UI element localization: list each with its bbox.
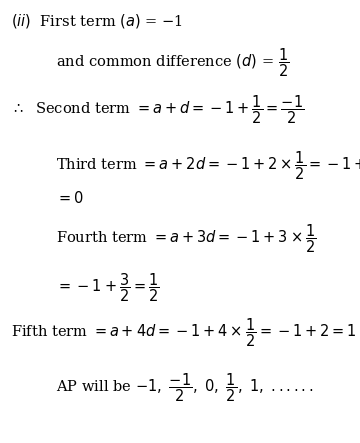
Text: Fourth term $= a + 3d = -1 + 3 \times \dfrac{1}{2}$: Fourth term $= a + 3d = -1 + 3 \times \d… <box>56 223 316 255</box>
Text: Third term $= a + 2d = -1 + 2 \times \dfrac{1}{2} = -1 + 1$: Third term $= a + 2d = -1 + 2 \times \df… <box>56 149 360 182</box>
Text: and common difference $(d)$ = $\dfrac{1}{2}$: and common difference $(d)$ = $\dfrac{1}… <box>56 47 289 79</box>
Text: $\therefore$  Second term $= a + d = -1 + \dfrac{1}{2} = \dfrac{-1}{2}$: $\therefore$ Second term $= a + d = -1 +… <box>11 94 304 126</box>
Text: $(ii)$  First term $(a)$ = $-$1: $(ii)$ First term $(a)$ = $-$1 <box>11 12 183 31</box>
Text: $= -1 + \dfrac{3}{2} = \dfrac{1}{2}$: $= -1 + \dfrac{3}{2} = \dfrac{1}{2}$ <box>56 271 159 303</box>
Text: $= 0$: $= 0$ <box>56 190 84 206</box>
Text: AP will be $-1,\ \dfrac{-1}{2},\ 0,\ \dfrac{1}{2},\ 1,\ ......$: AP will be $-1,\ \dfrac{-1}{2},\ 0,\ \df… <box>56 371 313 404</box>
Text: Fifth term $= a + 4d = -1 + 4 \times \dfrac{1}{2} = -1 + 2 = 1$: Fifth term $= a + 4d = -1 + 4 \times \df… <box>11 317 356 349</box>
